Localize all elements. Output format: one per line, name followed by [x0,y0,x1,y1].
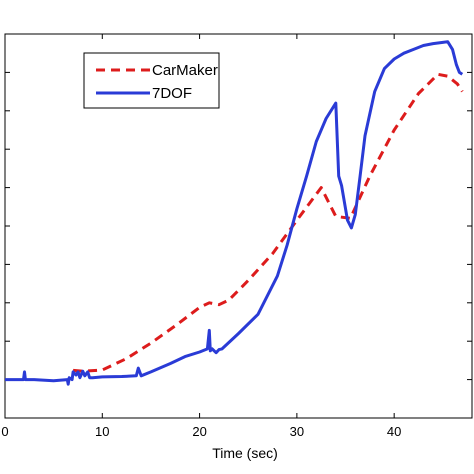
x-tick-label: 30 [290,424,304,439]
x-tick-label: 0 [1,424,8,439]
x-tick-label: 40 [387,424,401,439]
series-line-7dof [5,40,464,386]
plot-area-border [4,33,473,419]
series-lines [5,40,464,386]
legend-box [83,52,220,109]
legend: CarMaker 7DOF [83,52,220,109]
legend-label-carmaker: CarMaker [152,62,218,79]
axis-ticks: 0 10 20 30 40 [1,33,472,439]
x-axis-label: Time (sec) [212,445,278,461]
legend-label-7dof: 7DOF [152,85,192,102]
series-line-carmaker [72,72,464,373]
plot-frame [4,33,473,419]
x-tick-label: 20 [192,424,206,439]
x-tick-label: 10 [95,424,109,439]
